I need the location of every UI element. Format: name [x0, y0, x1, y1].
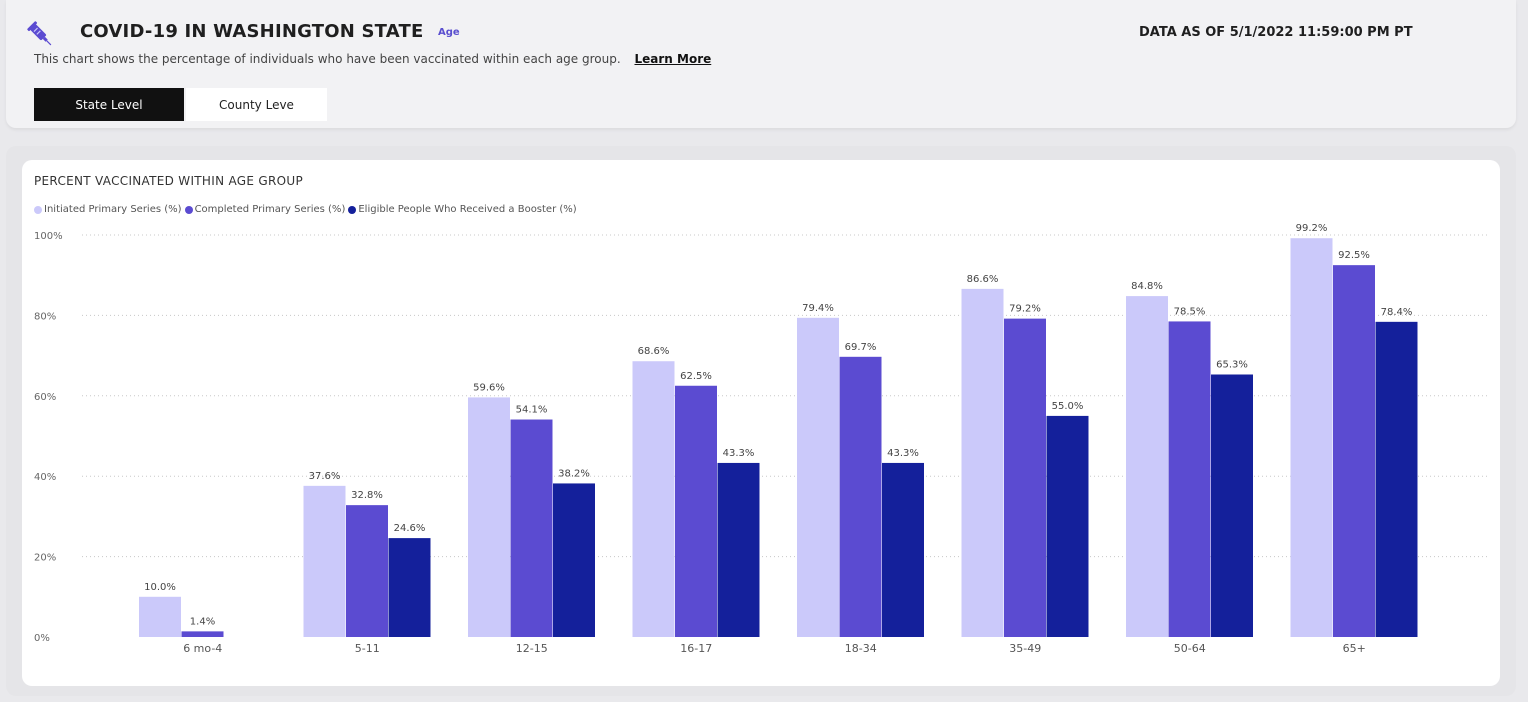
- bar-initiated[interactable]: [303, 485, 346, 637]
- bar-completed[interactable]: [1333, 265, 1375, 637]
- data-label: 86.6%: [967, 274, 999, 285]
- bar-booster[interactable]: [388, 538, 431, 637]
- county-level-button[interactable]: County Leve: [186, 88, 327, 121]
- bar-initiated[interactable]: [961, 288, 1004, 637]
- header-panel: COVID-19 IN WASHINGTON STATE Age DATA AS…: [6, 0, 1516, 128]
- legend-label-completed: Completed Primary Series (%): [194, 204, 346, 215]
- bar-initiated[interactable]: [468, 397, 510, 637]
- bar-initiated[interactable]: [632, 361, 675, 637]
- data-label: 43.3%: [723, 448, 755, 459]
- bar-completed[interactable]: [1004, 318, 1046, 637]
- bar-completed[interactable]: [1168, 321, 1211, 637]
- bar-booster[interactable]: [882, 462, 924, 637]
- legend-item-booster[interactable]: Eligible People Who Received a Booster (…: [348, 204, 577, 215]
- data-label: 92.5%: [1338, 250, 1370, 261]
- data-label: 78.4%: [1381, 307, 1413, 318]
- chart-legend: Initiated Primary Series (%) Completed P…: [34, 204, 580, 215]
- legend-label-booster: Eligible People Who Received a Booster (…: [358, 204, 577, 215]
- data-label: 62.5%: [680, 371, 712, 382]
- description-text: This chart shows the percentage of indiv…: [34, 52, 621, 66]
- data-label: 68.6%: [638, 346, 670, 357]
- bar-completed[interactable]: [346, 505, 388, 637]
- y-tick-label: 20%: [34, 553, 56, 564]
- data-label: 24.6%: [394, 523, 426, 534]
- bar-booster[interactable]: [1046, 415, 1089, 637]
- chart-description: This chart shows the percentage of indiv…: [34, 52, 711, 66]
- data-label: 99.2%: [1296, 223, 1328, 234]
- legend-dot-completed: [184, 205, 193, 214]
- bar-completed[interactable]: [839, 356, 882, 637]
- x-tick-label: 6 mo-4: [183, 642, 222, 655]
- y-tick-label: 40%: [34, 472, 56, 483]
- state-level-button[interactable]: State Level: [34, 88, 184, 121]
- data-timestamp: DATA AS OF 5/1/2022 11:59:00 PM PT: [1139, 25, 1413, 40]
- data-label: 78.5%: [1174, 306, 1206, 317]
- bar-initiated[interactable]: [1290, 238, 1333, 637]
- bar-booster[interactable]: [553, 483, 595, 637]
- data-label: 54.1%: [516, 405, 548, 416]
- data-label: 59.6%: [473, 382, 505, 393]
- y-tick-label: 100%: [34, 231, 63, 242]
- chart-card: PERCENT VACCINATED WITHIN AGE GROUP Init…: [22, 160, 1500, 686]
- bar-completed[interactable]: [181, 631, 224, 637]
- x-tick-label: 5-11: [355, 642, 380, 655]
- y-tick-label: 60%: [34, 392, 56, 403]
- legend-dot-booster: [348, 205, 357, 214]
- legend-label-initiated: Initiated Primary Series (%): [44, 204, 182, 215]
- data-label: 79.4%: [802, 303, 834, 314]
- data-label: 65.3%: [1216, 359, 1248, 370]
- bar-completed[interactable]: [675, 385, 717, 637]
- legend-item-initiated[interactable]: Initiated Primary Series (%): [34, 204, 182, 215]
- x-tick-label: 35-49: [1009, 642, 1041, 655]
- page-title: COVID-19 IN WASHINGTON STATE: [80, 21, 424, 42]
- bar-chart: 0% 20% 40% 60% 80% 100% 10.0% 1.4% 6 mo-4 37.6% 32…: [34, 223, 1487, 655]
- data-label: 37.6%: [309, 471, 341, 482]
- data-label: 84.8%: [1131, 281, 1163, 292]
- bar-booster[interactable]: [717, 462, 760, 637]
- learn-more-link[interactable]: Learn More: [634, 52, 712, 66]
- bar-completed[interactable]: [510, 419, 553, 637]
- chart-title: PERCENT VACCINATED WITHIN AGE GROUP: [34, 174, 303, 188]
- data-label: 69.7%: [845, 342, 877, 353]
- y-tick-label: 80%: [34, 311, 56, 322]
- bar-initiated[interactable]: [1126, 296, 1168, 637]
- x-tick-label: 16-17: [680, 642, 712, 655]
- data-label: 10.0%: [144, 582, 176, 593]
- data-label: 43.3%: [887, 448, 919, 459]
- legend-dot-initiated: [34, 205, 42, 214]
- section-link-age[interactable]: Age: [438, 27, 460, 38]
- chart-panel: PERCENT VACCINATED WITHIN AGE GROUP Init…: [6, 146, 1516, 696]
- bar-booster[interactable]: [1211, 374, 1253, 637]
- y-tick-label: 0%: [34, 633, 50, 644]
- syringe-icon: [27, 21, 52, 46]
- data-label: 79.2%: [1009, 304, 1041, 315]
- data-label: 55.0%: [1052, 401, 1084, 412]
- legend-item-completed[interactable]: Completed Primary Series (%): [184, 204, 346, 215]
- bar-booster[interactable]: [1375, 321, 1418, 637]
- x-tick-label: 18-34: [845, 642, 877, 655]
- data-label: 38.2%: [558, 468, 590, 479]
- bar-initiated[interactable]: [797, 317, 839, 637]
- x-tick-label: 65+: [1343, 642, 1366, 655]
- x-tick-label: 12-15: [516, 642, 548, 655]
- data-label: 32.8%: [351, 490, 383, 501]
- bar-initiated[interactable]: [139, 596, 181, 637]
- data-label: 1.4%: [190, 616, 215, 627]
- x-tick-label: 50-64: [1174, 642, 1206, 655]
